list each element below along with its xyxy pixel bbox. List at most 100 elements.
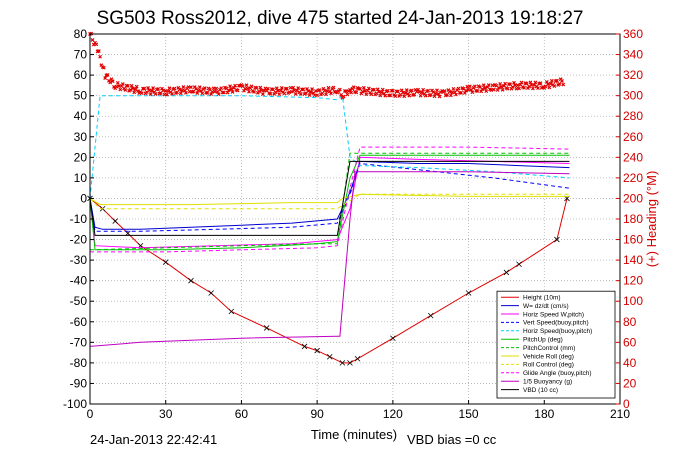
right-tick-label: 180: [623, 212, 643, 226]
heading-marker: [379, 90, 384, 95]
height-marker: [390, 335, 396, 342]
heading-marker: [271, 87, 275, 92]
heading-marker: [351, 85, 356, 90]
legend-entry: Glide Angle (buoy,pitch): [523, 370, 592, 377]
y-tick-label: 50: [74, 89, 88, 103]
y-tick-label: 80: [74, 27, 88, 41]
height-marker: [112, 218, 119, 224]
heading-marker: [436, 91, 441, 96]
heading-marker: [472, 84, 477, 89]
heading-marker: [445, 92, 450, 97]
x-tick-label: 60: [235, 407, 249, 421]
series-pitchup-deg: [89, 154, 570, 251]
height-marker: [503, 269, 510, 276]
heading-marker: [490, 83, 495, 88]
right-tick-label: 320: [623, 68, 643, 82]
right-tick-label: 220: [623, 171, 643, 185]
heading-marker: [467, 84, 472, 89]
right-tick-label: 140: [623, 253, 643, 267]
y-tick-label: -60: [70, 315, 88, 329]
heading-marker: [118, 87, 123, 92]
right-tick-label: 0: [623, 397, 630, 411]
heading-marker: [418, 93, 423, 98]
heading-marker: [547, 85, 552, 90]
heading-marker: [199, 88, 203, 93]
heading-marker: [216, 92, 221, 97]
heading-marker: [481, 83, 486, 88]
legend-entry: Horiz Speed W,pitch): [523, 311, 584, 318]
heading-marker: [129, 83, 134, 88]
heading-marker: [205, 91, 210, 95]
heading-marker: [196, 88, 201, 93]
heading-marker: [337, 87, 342, 92]
x-tick-label: 120: [383, 407, 403, 421]
heading-marker: [178, 91, 183, 96]
heading-marker: [200, 91, 205, 96]
heading-marker: [134, 84, 139, 89]
heading-marker: [532, 83, 537, 87]
heading-marker: [240, 84, 245, 89]
heading-marker: [393, 94, 398, 98]
heading-marker: [503, 81, 508, 86]
heading-marker: [483, 86, 487, 91]
heading-marker: [500, 87, 505, 92]
heading-marker: [274, 86, 279, 91]
height-marker: [339, 360, 346, 366]
heading-marker: [470, 90, 475, 95]
heading-marker: [301, 87, 306, 92]
heading-marker: [428, 92, 433, 97]
heading-marker: [423, 93, 428, 98]
heading-marker: [247, 89, 251, 94]
right-tick-label: 360: [623, 27, 643, 41]
heading-marker: [306, 89, 311, 93]
heading-marker: [360, 89, 365, 94]
x-tick-label: 90: [310, 407, 324, 421]
heading-marker: [233, 83, 238, 88]
heading-marker: [548, 81, 553, 86]
x-tick-label: 0: [87, 407, 94, 421]
heading-marker: [403, 91, 408, 95]
height-marker: [554, 236, 560, 243]
heading-marker: [226, 88, 231, 93]
heading-marker: [230, 90, 235, 94]
heading-marker: [538, 81, 543, 86]
heading-marker: [189, 85, 193, 90]
heading-marker: [289, 89, 294, 94]
right-tick-label: 260: [623, 130, 643, 144]
heading-marker: [284, 86, 289, 91]
vbd-bias-label: VBD bias =0 cc: [407, 432, 497, 447]
height-marker: [314, 347, 320, 354]
x-axis-label: Time (minutes): [311, 427, 397, 442]
heading-marker: [273, 90, 278, 95]
heading-marker: [531, 86, 535, 91]
heading-marker: [404, 88, 409, 92]
heading-marker: [110, 79, 115, 84]
right-tick-label: 240: [623, 150, 643, 164]
x-tick-label: 30: [159, 407, 173, 421]
heading-marker: [354, 90, 359, 95]
heading-marker: [407, 93, 412, 98]
height-marker: [188, 277, 194, 284]
series-horiz-speed-buoy-pitch: [89, 94, 570, 199]
legend-entry: Vehicle Roll (deg): [523, 353, 574, 360]
series-w-dz-dt-cm-s: [89, 160, 570, 230]
heading-marker: [326, 85, 331, 90]
height-marker: [208, 290, 214, 296]
heading-marker: [254, 86, 259, 90]
heading-marker: [101, 65, 106, 70]
heading-marker: [402, 94, 407, 99]
right-tick-label: 20: [623, 376, 637, 390]
heading-marker: [412, 92, 417, 97]
right-tick-label: 340: [623, 48, 643, 62]
heading-marker: [499, 84, 504, 89]
left-y-axis: 80 70 60 50 40 30 20 10 0 -10 -20 -30 -40 -50 -60 -70 -8…: [63, 27, 94, 411]
legend-entry: PitchUp (deg): [523, 337, 563, 344]
right-y-axis: 3603403203002802602402202001801601401201…: [616, 27, 643, 411]
heading-marker: [554, 78, 559, 83]
y-tick-label: 10: [74, 171, 88, 185]
heading-marker: [305, 86, 309, 91]
series-1-5-buoyancy-g: [89, 171, 570, 347]
heading-marker: [177, 87, 182, 92]
heading-marker: [432, 94, 437, 99]
